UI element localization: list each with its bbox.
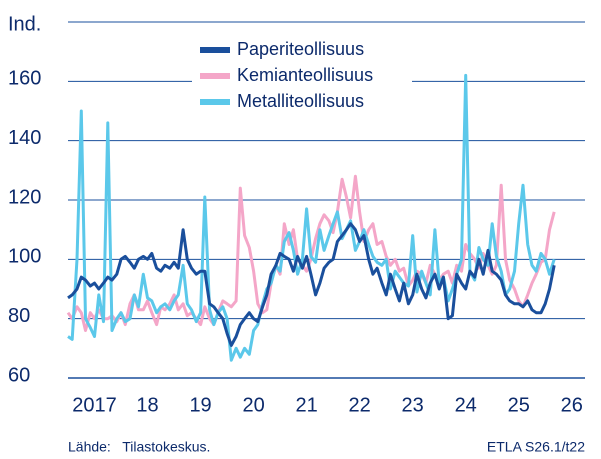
note: ETLA S26.1/t22 bbox=[487, 439, 585, 455]
legend-swatch bbox=[200, 47, 230, 53]
legend-swatch bbox=[200, 73, 230, 79]
legend-label: Paperiteollisuus bbox=[237, 39, 364, 59]
y-tick-label: 60 bbox=[8, 364, 30, 386]
x-tick-label: 24 bbox=[455, 394, 477, 416]
x-tick-label: 2017 bbox=[72, 394, 117, 416]
legend-label: Metalliteollisuus bbox=[237, 91, 364, 111]
y-tick-label: 120 bbox=[8, 186, 41, 208]
x-tick-label: 18 bbox=[136, 394, 158, 416]
x-tick-label: 20 bbox=[242, 394, 264, 416]
series-line bbox=[67, 73, 556, 362]
y-tick-label: 100 bbox=[8, 246, 41, 268]
legend-label: Kemianteollisuus bbox=[237, 65, 373, 85]
x-tick-label: 25 bbox=[508, 394, 530, 416]
y-tick-label: 80 bbox=[8, 305, 30, 327]
x-tick-label: 26 bbox=[561, 394, 583, 416]
legend-swatch bbox=[200, 99, 230, 105]
x-tick-label: 21 bbox=[295, 394, 317, 416]
source: Lähde: Tilastokeskus. bbox=[68, 439, 210, 455]
y-axis-label: Ind. bbox=[8, 13, 41, 35]
series-line bbox=[66, 174, 556, 332]
y-tick-label: 160 bbox=[8, 68, 41, 90]
y-tick-label: 140 bbox=[8, 127, 41, 149]
x-tick-label: 23 bbox=[402, 394, 424, 416]
x-tick-label: 22 bbox=[349, 394, 371, 416]
series-line bbox=[67, 222, 556, 347]
x-tick-label: 19 bbox=[189, 394, 211, 416]
